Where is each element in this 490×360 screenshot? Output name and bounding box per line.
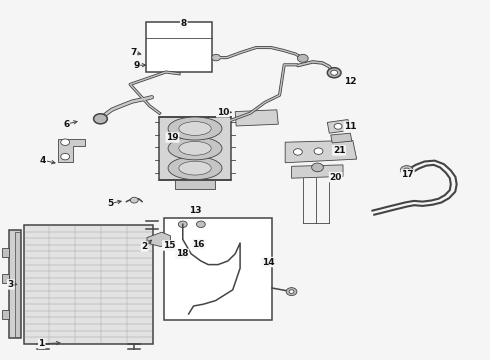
Text: 9: 9 <box>133 61 140 70</box>
Text: 15: 15 <box>163 241 175 250</box>
Polygon shape <box>327 120 350 133</box>
Bar <box>15 232 20 337</box>
Bar <box>2 248 9 257</box>
Text: 19: 19 <box>166 133 179 142</box>
Ellipse shape <box>179 122 211 135</box>
Text: 3: 3 <box>8 280 14 289</box>
Text: 14: 14 <box>262 258 275 266</box>
Polygon shape <box>331 133 352 143</box>
Polygon shape <box>175 180 215 189</box>
Circle shape <box>404 168 410 172</box>
Text: 13: 13 <box>189 206 201 215</box>
Bar <box>2 274 9 283</box>
Bar <box>146 22 212 72</box>
Circle shape <box>178 221 187 228</box>
Circle shape <box>331 70 338 75</box>
Text: 5: 5 <box>107 199 113 208</box>
Text: 4: 4 <box>40 156 47 165</box>
Text: 7: 7 <box>130 48 137 57</box>
Text: 17: 17 <box>401 170 414 179</box>
Text: 18: 18 <box>176 249 189 258</box>
Polygon shape <box>292 165 343 178</box>
Bar <box>160 117 231 180</box>
Bar <box>164 218 272 320</box>
Ellipse shape <box>168 137 222 160</box>
Text: 8: 8 <box>181 19 187 28</box>
Circle shape <box>294 149 302 155</box>
Circle shape <box>297 54 308 62</box>
Polygon shape <box>58 139 85 162</box>
Text: 20: 20 <box>329 173 342 182</box>
Ellipse shape <box>168 117 222 140</box>
Bar <box>24 225 153 344</box>
Circle shape <box>130 197 138 203</box>
Bar <box>2 310 9 319</box>
Text: 16: 16 <box>192 240 205 248</box>
Circle shape <box>334 123 342 129</box>
Text: 12: 12 <box>344 77 357 86</box>
Circle shape <box>400 166 413 175</box>
Circle shape <box>312 163 323 172</box>
Circle shape <box>327 68 341 78</box>
Ellipse shape <box>179 141 211 155</box>
Circle shape <box>286 288 297 296</box>
Bar <box>9 230 21 338</box>
Text: 1: 1 <box>39 339 45 348</box>
Circle shape <box>212 54 220 61</box>
Ellipse shape <box>179 161 211 175</box>
Text: 11: 11 <box>344 122 357 131</box>
Circle shape <box>61 139 70 145</box>
Circle shape <box>289 290 294 293</box>
Text: 6: 6 <box>63 120 69 129</box>
Circle shape <box>61 153 70 160</box>
Polygon shape <box>235 110 278 126</box>
Circle shape <box>314 148 323 154</box>
Polygon shape <box>147 232 171 247</box>
Polygon shape <box>285 140 357 163</box>
Text: 10: 10 <box>217 108 229 117</box>
Circle shape <box>336 147 345 153</box>
Circle shape <box>94 114 107 124</box>
Text: 2: 2 <box>142 242 147 251</box>
Text: 21: 21 <box>333 146 345 155</box>
Ellipse shape <box>168 157 222 180</box>
Circle shape <box>196 221 205 228</box>
